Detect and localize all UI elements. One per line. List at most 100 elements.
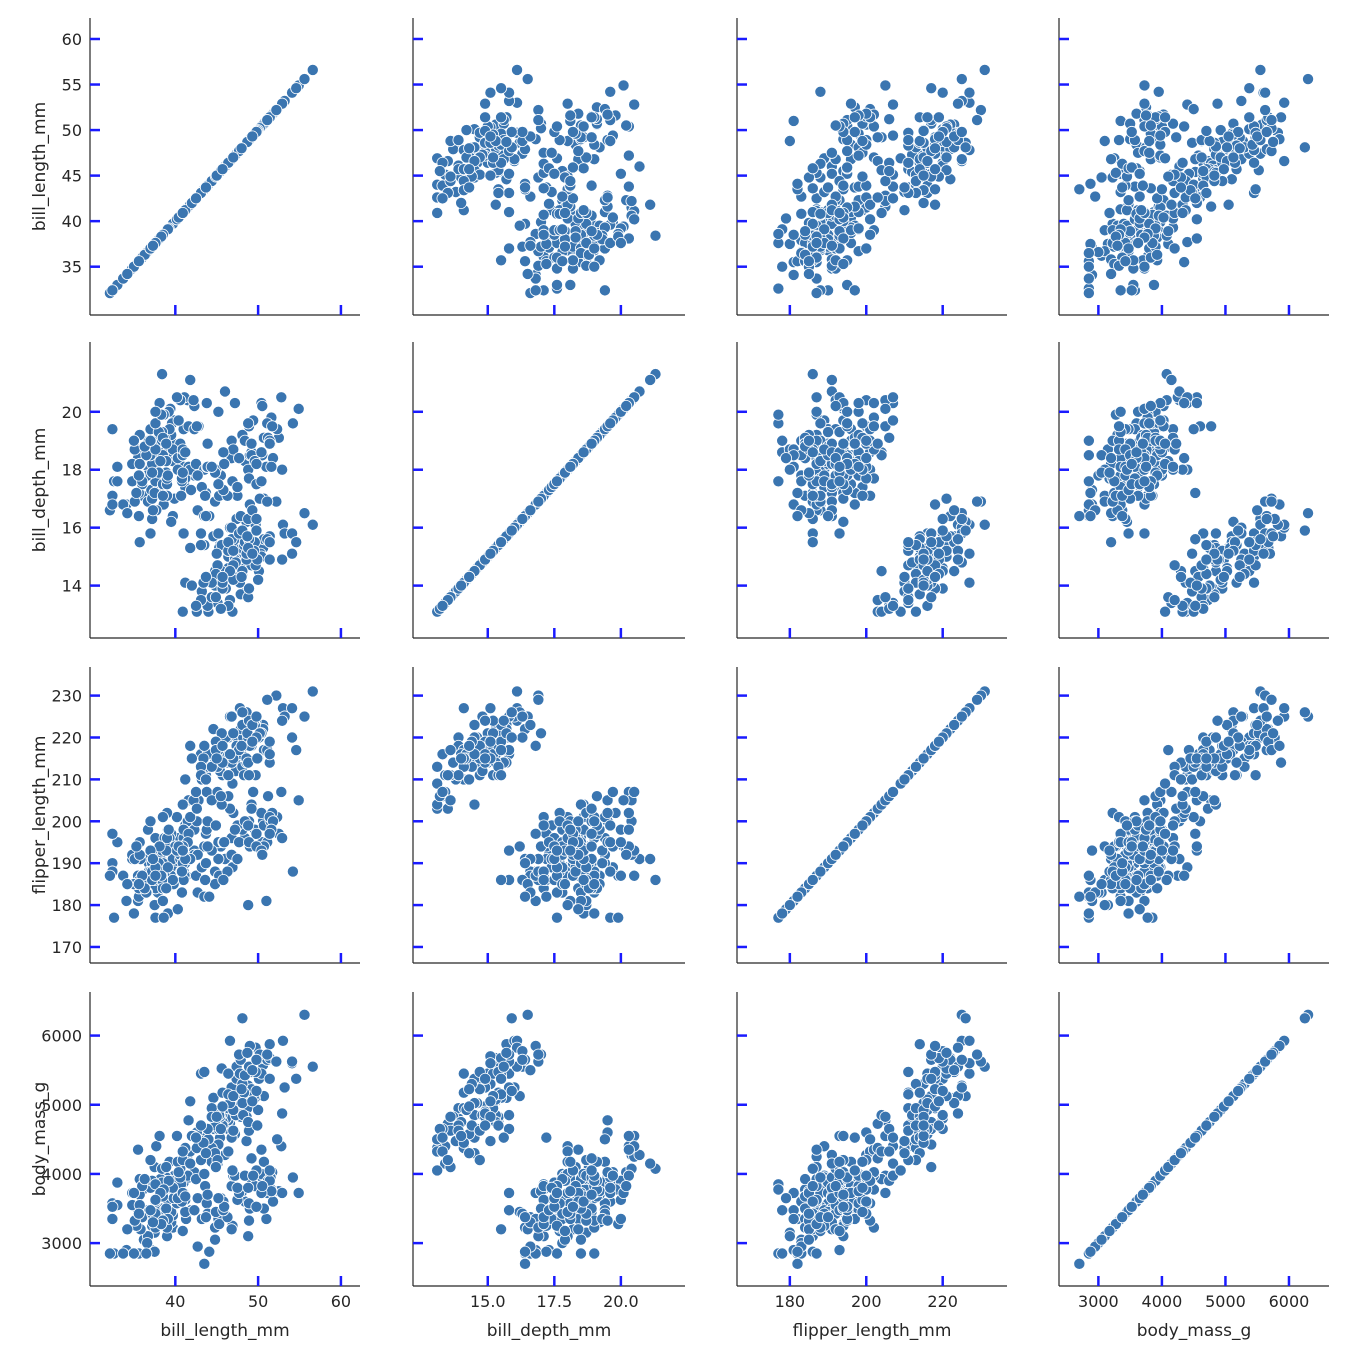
data-point [1084, 890, 1097, 903]
data-point [524, 504, 537, 517]
data-point [1265, 693, 1278, 706]
data-point [106, 1200, 119, 1213]
data-point [1125, 457, 1138, 470]
data-point [276, 832, 289, 845]
data-point [833, 527, 846, 540]
data-point [1135, 204, 1148, 217]
data-point [883, 165, 896, 178]
panel-body_mass_g-vs-bill_depth_mm: 15.0 17.5 20.0 [412, 992, 685, 1311]
data-point [614, 836, 627, 849]
data-point [577, 446, 590, 459]
data-point [780, 212, 793, 225]
data-point [577, 162, 590, 175]
data-point [588, 1247, 601, 1260]
data-point [1200, 539, 1213, 552]
data-point [1170, 131, 1183, 144]
data-point [233, 836, 246, 849]
data-point [222, 1067, 235, 1080]
data-point [144, 815, 157, 828]
data-point [856, 819, 869, 832]
data-point [532, 1048, 545, 1061]
data-point [606, 785, 619, 798]
data-point [441, 1154, 454, 1167]
data-point [177, 527, 190, 540]
data-point [929, 570, 942, 583]
data-point [1157, 211, 1170, 224]
data-point [256, 1180, 269, 1193]
data-point [1260, 710, 1273, 723]
data-point [825, 373, 838, 386]
data-point [1235, 94, 1248, 107]
data-point [971, 495, 984, 508]
y-tick-label: 14 [62, 577, 82, 596]
data-point [848, 498, 861, 511]
data-point [1125, 284, 1138, 297]
y-tick-label: 3000 [41, 1234, 82, 1253]
data-point [1205, 420, 1218, 433]
data-point [216, 163, 229, 176]
data-point [250, 710, 263, 723]
data-point [516, 512, 529, 525]
data-point [841, 417, 854, 430]
data-point [929, 498, 942, 511]
data-point [921, 111, 934, 124]
data-point [132, 1143, 145, 1156]
data-point [1168, 559, 1181, 572]
data-point [270, 104, 283, 117]
data-point [825, 167, 838, 180]
data-point [1086, 844, 1099, 857]
data-point [833, 460, 846, 473]
data-point [184, 373, 197, 386]
data-point [1251, 718, 1264, 731]
data-point [146, 239, 159, 252]
data-point [132, 510, 145, 523]
data-point [286, 1055, 299, 1068]
data-point [201, 437, 214, 450]
data-point [117, 1247, 130, 1260]
data-point [537, 873, 550, 886]
data-point [806, 182, 819, 195]
data-point [1222, 547, 1235, 560]
data-point [276, 553, 289, 566]
data-point [214, 790, 227, 803]
data-point [806, 446, 819, 459]
data-point [492, 186, 505, 199]
data-point [255, 475, 268, 488]
data-point [837, 232, 850, 245]
data-point [521, 267, 534, 280]
data-point [505, 731, 518, 744]
y-tick-label: 190 [51, 854, 82, 873]
y-tick-label: 200 [51, 812, 82, 831]
data-point [902, 134, 915, 147]
data-point [963, 576, 976, 589]
data-point [955, 710, 968, 723]
data-point [1298, 524, 1311, 537]
data-point [286, 417, 299, 430]
data-point [566, 1200, 579, 1213]
data-point [218, 385, 231, 398]
data-point [902, 594, 915, 607]
data-point [209, 1161, 222, 1174]
data-point [898, 570, 911, 583]
data-point [243, 582, 256, 595]
data-point [290, 744, 303, 757]
data-point [1138, 527, 1151, 540]
data-point [479, 714, 492, 727]
data-point [929, 142, 942, 155]
panel-bill_depth_mm-vs-flipper_length_mm [736, 342, 1007, 639]
data-point [1116, 857, 1129, 870]
data-point [146, 1216, 159, 1229]
data-point [577, 204, 590, 217]
data-point [190, 420, 203, 433]
data-point [860, 434, 873, 447]
data-point [255, 446, 268, 459]
data-point [276, 463, 289, 476]
data-point [569, 231, 582, 244]
data-point [455, 579, 468, 592]
data-point [1222, 198, 1235, 211]
data-point [925, 82, 938, 95]
data-point [585, 179, 598, 192]
data-point [844, 97, 857, 110]
data-point [540, 257, 553, 270]
data-point [256, 848, 269, 861]
